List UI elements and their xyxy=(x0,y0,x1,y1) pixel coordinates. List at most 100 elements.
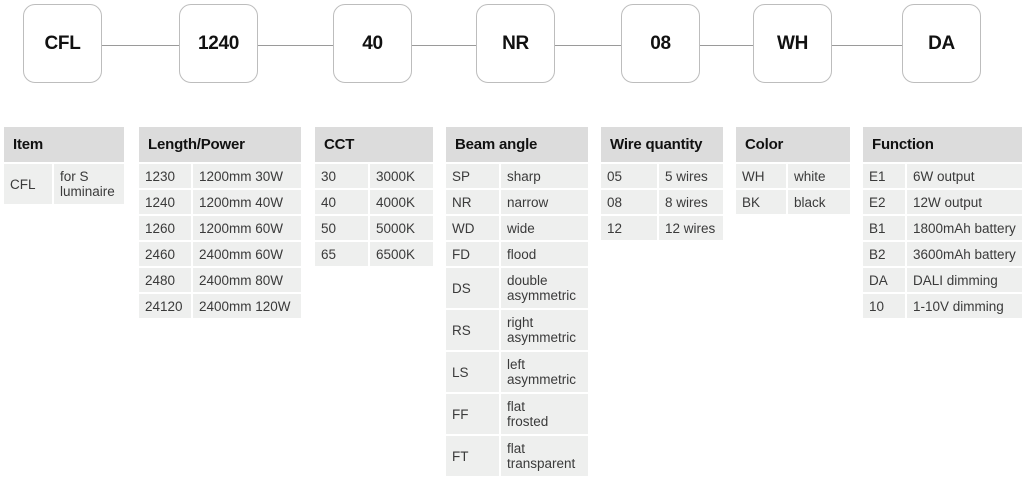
description-cell: 3600mAh battery xyxy=(907,242,1022,266)
table-header: Color xyxy=(736,127,850,162)
table-cct: CCT 30 3000K 40 4000K 50 5000K 65 6500K xyxy=(315,127,433,268)
table-row: E1 6W output xyxy=(863,164,1022,188)
connector-line xyxy=(832,45,902,46)
code-cell: CFL xyxy=(4,164,52,204)
table-row: 65 6500K xyxy=(315,242,433,266)
code-cell: 05 xyxy=(601,164,657,188)
table-row: E2 12W output xyxy=(863,190,1022,214)
code-cell: 1230 xyxy=(139,164,191,188)
table-row: FD flood xyxy=(446,242,588,266)
table-row: B1 1800mAh battery xyxy=(863,216,1022,240)
description-cell: flat frosted xyxy=(501,394,588,434)
table-row: 50 5000K xyxy=(315,216,433,240)
description-cell: 2400mm 120W xyxy=(193,294,301,318)
description-cell: 2400mm 80W xyxy=(193,268,301,292)
table-row: 12 12 wires xyxy=(601,216,723,240)
description-cell: sharp xyxy=(501,164,588,188)
code-cell: B1 xyxy=(863,216,905,240)
table-row: 1240 1200mm 40W xyxy=(139,190,301,214)
code-cell: FD xyxy=(446,242,499,266)
table-row: 10 1-10V dimming xyxy=(863,294,1022,318)
connector-line xyxy=(258,45,333,46)
code-cell: DS xyxy=(446,268,499,308)
description-cell: white xyxy=(788,164,850,188)
code-cell: NR xyxy=(446,190,499,214)
table-color: Color WH white BK black xyxy=(736,127,850,216)
description-cell: 6500K xyxy=(370,242,433,266)
table-row: FF flat frosted xyxy=(446,394,588,434)
description-cell: 6W output xyxy=(907,164,1022,188)
table-header: Wire quantity xyxy=(601,127,723,162)
description-cell: wide xyxy=(501,216,588,240)
description-cell: 3000K xyxy=(370,164,433,188)
connector-line xyxy=(555,45,621,46)
description-cell: DALI dimming xyxy=(907,268,1022,292)
code-cell: 12 xyxy=(601,216,657,240)
description-cell: 2400mm 60W xyxy=(193,242,301,266)
code-box-color: WH xyxy=(753,4,832,83)
table-row: 30 3000K xyxy=(315,164,433,188)
table-row: 05 5 wires xyxy=(601,164,723,188)
table-row: B2 3600mAh battery xyxy=(863,242,1022,266)
connector-line xyxy=(412,45,476,46)
code-cell: B2 xyxy=(863,242,905,266)
table-header: CCT xyxy=(315,127,433,162)
table-row: FT flat transparent xyxy=(446,436,588,476)
description-cell: 12 wires xyxy=(659,216,723,240)
description-cell: flood xyxy=(501,242,588,266)
code-cell: DA xyxy=(863,268,905,292)
table-row: 40 4000K xyxy=(315,190,433,214)
description-cell: for S luminaire xyxy=(54,164,124,204)
code-box-item: CFL xyxy=(23,4,102,83)
table-row: 2480 2400mm 80W xyxy=(139,268,301,292)
code-box-function: DA xyxy=(902,4,981,83)
description-cell: 8 wires xyxy=(659,190,723,214)
code-cell: 50 xyxy=(315,216,368,240)
table-row: 1260 1200mm 60W xyxy=(139,216,301,240)
code-cell: LS xyxy=(446,352,499,392)
description-cell: 1800mAh battery xyxy=(907,216,1022,240)
code-cell: WD xyxy=(446,216,499,240)
description-cell: 1200mm 40W xyxy=(193,190,301,214)
code-cell: RS xyxy=(446,310,499,350)
description-cell: flat transparent xyxy=(501,436,588,476)
description-cell: 1200mm 60W xyxy=(193,216,301,240)
table-header: Beam angle xyxy=(446,127,588,162)
table-length-power: Length/Power 1230 1200mm 30W 1240 1200mm 40W… xyxy=(139,127,301,320)
code-box-cct: 40 xyxy=(333,4,412,83)
code-cell: 2480 xyxy=(139,268,191,292)
table-function: Function E1 6W output E2 12W output B1 1800mAh… xyxy=(863,127,1022,320)
code-cell: FT xyxy=(446,436,499,476)
table-row: CFL for S luminaire xyxy=(4,164,124,204)
table-row: DS double asymmetric xyxy=(446,268,588,308)
code-cell: WH xyxy=(736,164,786,188)
description-cell: 5 wires xyxy=(659,164,723,188)
table-row: LS left asymmetric xyxy=(446,352,588,392)
code-cell: SP xyxy=(446,164,499,188)
description-cell: black xyxy=(788,190,850,214)
code-cell: E2 xyxy=(863,190,905,214)
table-header: Function xyxy=(863,127,1022,162)
connector-line xyxy=(102,45,179,46)
description-cell: narrow xyxy=(501,190,588,214)
code-cell: 10 xyxy=(863,294,905,318)
description-cell: 1200mm 30W xyxy=(193,164,301,188)
code-box-length-power: 1240 xyxy=(179,4,258,83)
code-cell: 1240 xyxy=(139,190,191,214)
table-wire-quantity: Wire quantity 05 5 wires 08 8 wires 12 12 wire… xyxy=(601,127,723,242)
table-row: RS right asymmetric xyxy=(446,310,588,350)
table-row: BK black xyxy=(736,190,850,214)
table-row: WH white xyxy=(736,164,850,188)
connector-line xyxy=(700,45,753,46)
description-cell: 5000K xyxy=(370,216,433,240)
code-cell: 1260 xyxy=(139,216,191,240)
code-cell: 40 xyxy=(315,190,368,214)
code-cell: E1 xyxy=(863,164,905,188)
description-cell: 12W output xyxy=(907,190,1022,214)
code-cell: 24120 xyxy=(139,294,191,318)
description-cell: right asymmetric xyxy=(501,310,588,350)
code-box-wire-quantity: 08 xyxy=(621,4,700,83)
code-cell: 2460 xyxy=(139,242,191,266)
code-cell: 08 xyxy=(601,190,657,214)
table-row: 08 8 wires xyxy=(601,190,723,214)
